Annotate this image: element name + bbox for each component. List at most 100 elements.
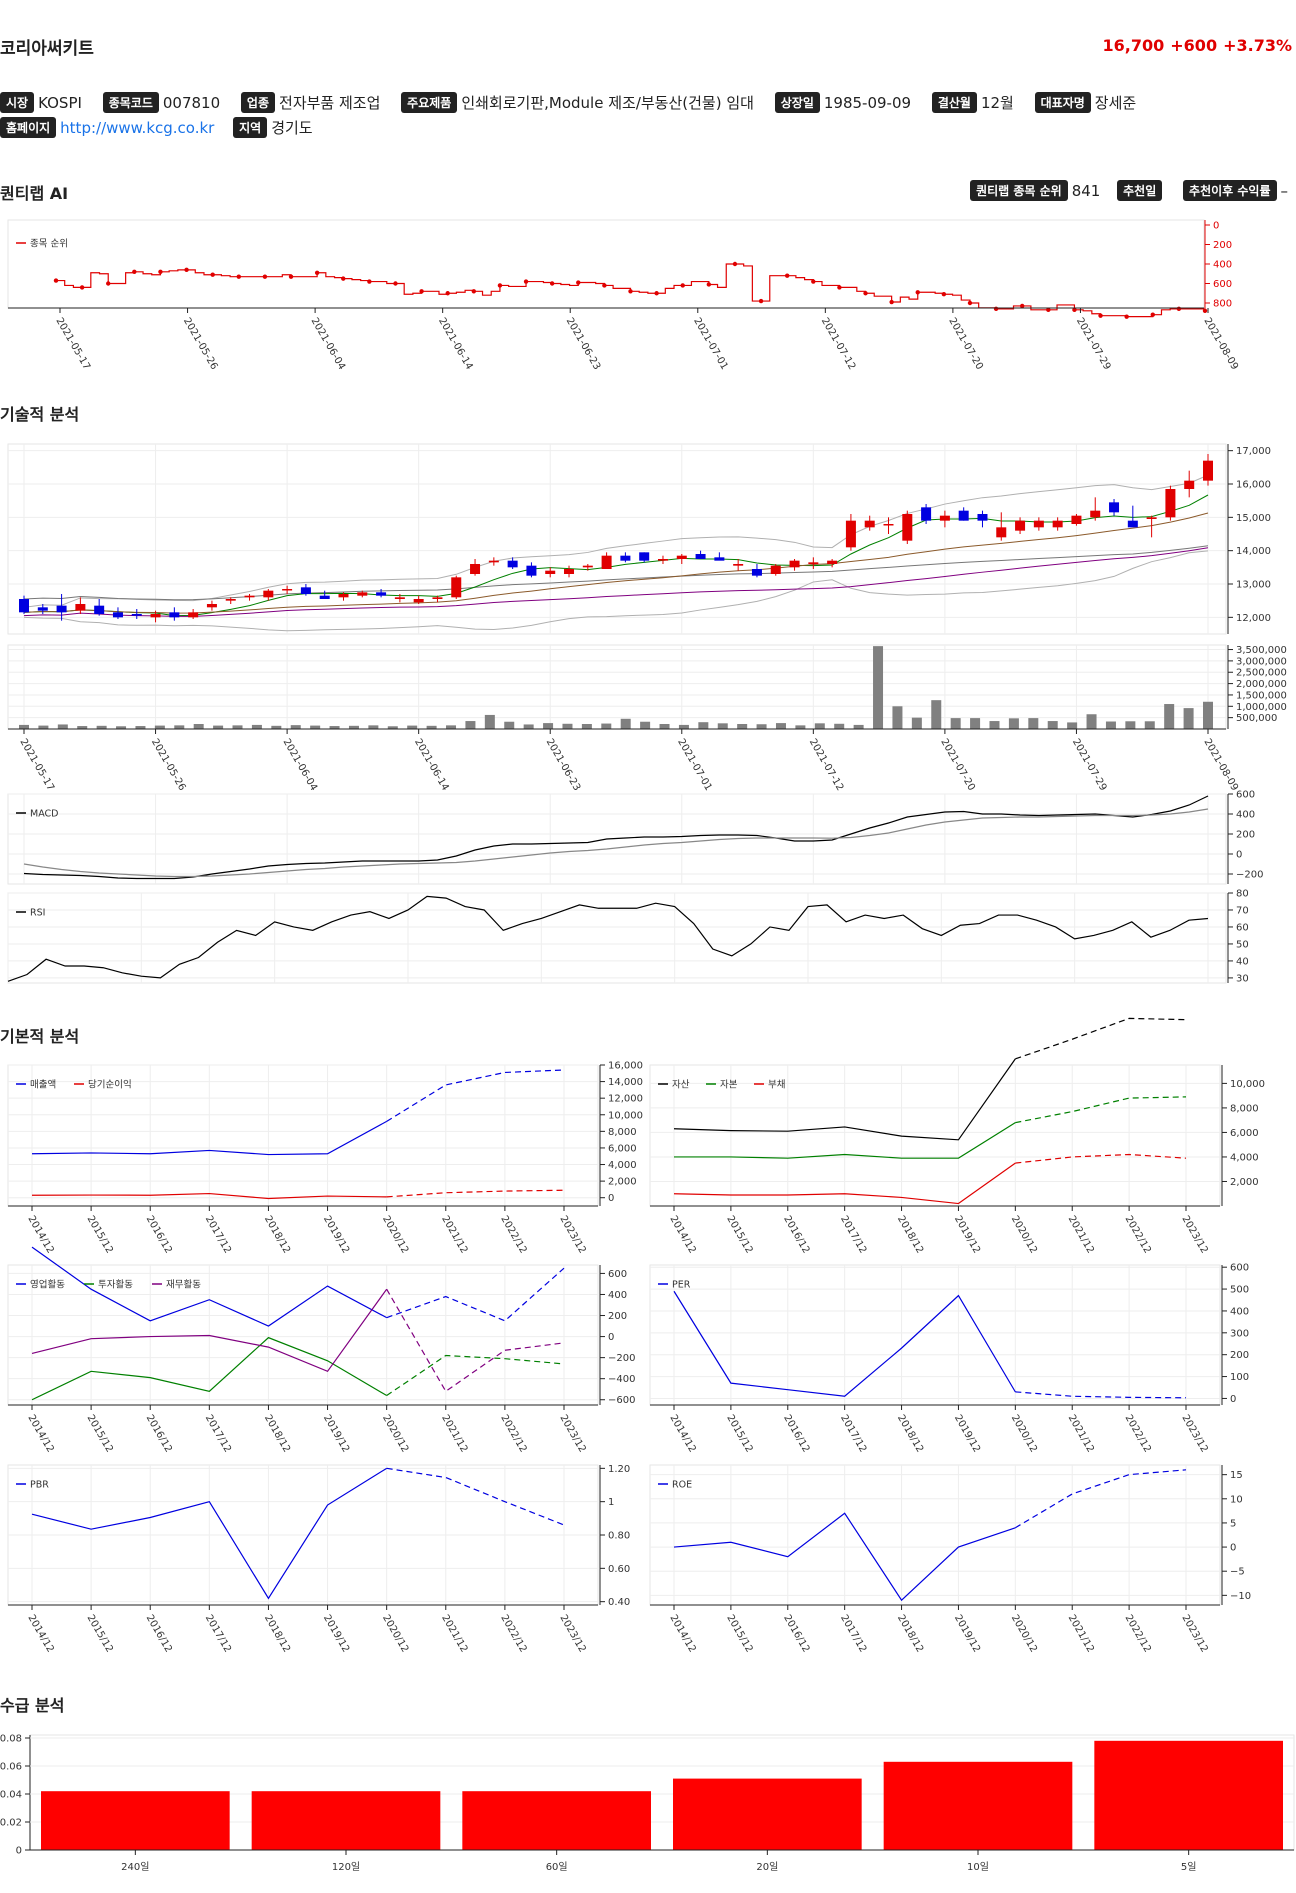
per-x-tick-label: 2020/12	[1009, 1413, 1039, 1454]
sales-x-tick-label: 2022/12	[498, 1214, 528, 1255]
price-candle-body	[751, 569, 762, 576]
balance-x-tick-label: 2014/12	[667, 1214, 697, 1255]
sales-legend-label: 매출액	[30, 1079, 56, 1091]
price-candle-body	[1146, 517, 1157, 519]
rank-point	[811, 279, 816, 284]
volume-bar	[737, 724, 748, 729]
cashflow-x-tick-label: 2018/12	[262, 1413, 292, 1454]
cashflow-x-tick-label: 2022/12	[498, 1413, 528, 1454]
supply-bar	[883, 1761, 1073, 1850]
balance-legend-label: 자본	[720, 1080, 738, 1091]
volume-bar	[465, 721, 476, 729]
volume-bar	[892, 706, 903, 729]
roe-x-tick-label: 2023/12	[1179, 1613, 1209, 1654]
volume-y-tick-label: 3,000,000	[1236, 656, 1287, 667]
roe-y-tick-label: 10	[1230, 1494, 1243, 1505]
fiscal-value: 12월	[980, 94, 1014, 112]
code-value: 007810	[162, 94, 221, 112]
pbr-x-tick-label: 2020/12	[380, 1613, 410, 1654]
volume-bar	[213, 725, 224, 729]
price-candle-body	[1015, 520, 1026, 531]
price-candle-body	[413, 599, 424, 603]
rank-point	[993, 306, 999, 312]
volume-bar	[329, 726, 340, 729]
supply-x-tick-label: 120일	[332, 1861, 360, 1873]
volume-bar	[814, 723, 825, 729]
price-candle-body	[263, 590, 274, 598]
rsi-legend-label: RSI	[30, 908, 45, 919]
sales-y-tick-label: 8,000	[608, 1127, 637, 1138]
listing-value: 1985-09-09	[823, 94, 912, 112]
price-candle-body	[37, 607, 48, 611]
per-x-tick-label: 2023/12	[1179, 1413, 1209, 1454]
cashflow-y-tick-label: −200	[608, 1353, 635, 1364]
rank-point	[1202, 308, 1208, 313]
price-y-tick-label: 14,000	[1236, 546, 1271, 557]
macd-series-line	[23, 808, 1209, 878]
balance-x-tick-label: 2018/12	[895, 1214, 925, 1255]
rank-point	[654, 291, 659, 296]
price-y-tick-label: 17,000	[1236, 446, 1271, 457]
price-candle-body	[770, 565, 781, 574]
balance-x-tick-label: 2015/12	[724, 1214, 754, 1255]
volume-bar	[387, 726, 398, 729]
rank-point	[1124, 314, 1129, 319]
price-candle-body	[282, 589, 293, 591]
volume-bar	[698, 722, 709, 729]
cashflow-legend-label: 재무활동	[166, 1279, 201, 1291]
pbr-series-actual	[31, 1467, 387, 1600]
pbr-y-tick-label: 0.40	[608, 1597, 630, 1608]
products-value: 인쇄회로기판,Module 제조/부동산(건물) 임대	[461, 94, 754, 112]
pbr-series-projected	[386, 1467, 565, 1526]
price-candle-body	[827, 560, 838, 564]
balance-legend-label: 자산	[672, 1080, 690, 1091]
volume-bar	[446, 725, 457, 729]
rank-y-tick-label: 200	[1213, 240, 1232, 251]
roe-x-tick-label: 2019/12	[952, 1613, 982, 1654]
supply-y-tick-label: 0	[16, 1846, 22, 1857]
rank-point	[758, 298, 764, 304]
rank-point	[523, 279, 529, 284]
price-y-tick-label: 15,000	[1236, 513, 1271, 524]
rank-point	[1150, 312, 1155, 317]
balance-series-actual	[673, 1058, 1016, 1141]
price-candle-body	[902, 514, 913, 541]
sales-y-tick-label: 0	[608, 1193, 614, 1204]
per-legend-label: PER	[672, 1280, 691, 1291]
roe-x-tick-label: 2017/12	[838, 1613, 868, 1654]
sales-y-tick-label: 4,000	[608, 1160, 637, 1171]
volume-bar	[1028, 718, 1039, 729]
price-candle-body	[714, 557, 725, 561]
pbr-y-tick-label: 1	[608, 1497, 614, 1508]
rank-point	[1176, 306, 1182, 312]
price-candle-body	[1052, 520, 1063, 528]
roe-x-tick-label: 2015/12	[724, 1613, 754, 1654]
fiscal-badge: 결산월	[931, 92, 977, 113]
sales-x-tick-label: 2023/12	[557, 1214, 587, 1255]
price-candle-body	[845, 520, 856, 548]
rank-point	[915, 290, 920, 295]
price-candle-body	[620, 555, 631, 561]
price-candle-body	[357, 592, 368, 596]
price-ma-short	[23, 494, 1209, 617]
rank-point	[341, 276, 346, 281]
roe-x-tick-label: 2021/12	[1066, 1613, 1096, 1654]
rank-point	[471, 289, 477, 294]
homepage-link[interactable]: http://www.kcg.co.kr	[60, 119, 215, 137]
rsi-y-tick-label: 50	[1236, 939, 1249, 950]
price-candle-body	[206, 604, 217, 608]
volume-x-tick-label: 2021-07-12	[807, 737, 846, 793]
volume-bar	[38, 725, 49, 729]
volume-bar	[1164, 704, 1175, 729]
supply-x-tick-label: 5일	[1181, 1861, 1197, 1873]
volume-bar	[834, 723, 845, 729]
volume-bar	[1183, 708, 1194, 729]
price-candle-body	[939, 515, 950, 521]
rank-point	[184, 267, 189, 273]
rank-chart-frame	[7, 219, 1205, 309]
volume-y-tick-label: 500,000	[1236, 713, 1277, 724]
sales-x-tick-label: 2017/12	[203, 1214, 233, 1255]
rank-point	[1046, 307, 1051, 313]
cashflow-y-tick-label: 400	[608, 1290, 627, 1301]
rank-point	[132, 269, 137, 274]
